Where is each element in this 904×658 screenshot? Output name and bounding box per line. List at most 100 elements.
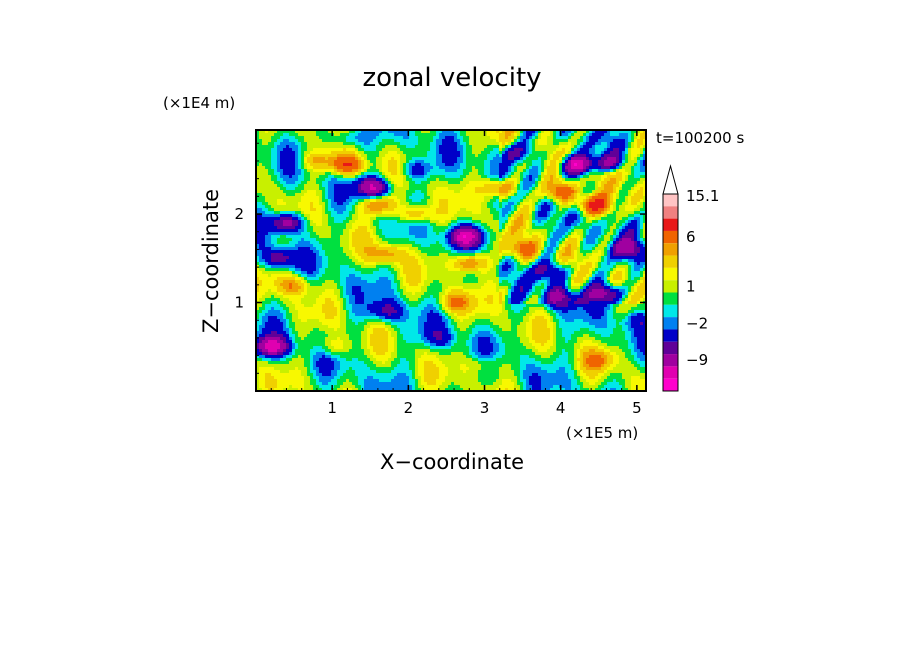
heat-cell (580, 145, 583, 148)
heat-cell (616, 145, 619, 148)
heat-cell (289, 145, 292, 148)
heat-cell (370, 214, 373, 217)
heat-cell (373, 169, 376, 172)
heat-cell (436, 196, 439, 199)
heat-cell (598, 226, 601, 229)
heat-cell (265, 163, 268, 166)
heat-cell (352, 244, 355, 247)
heat-cell (337, 142, 340, 145)
heat-cell (373, 235, 376, 238)
heat-cell (445, 148, 448, 151)
heat-cell (427, 205, 430, 208)
heat-cell (481, 205, 484, 208)
heat-cell (397, 229, 400, 232)
heat-cell (601, 196, 604, 199)
heat-cell (328, 196, 331, 199)
heat-cell (268, 223, 271, 226)
heat-cell (340, 148, 343, 151)
heat-cell (406, 136, 409, 139)
heat-cell (421, 220, 424, 223)
heat-cell (538, 232, 541, 235)
heat-cell (553, 232, 556, 235)
heat-cell (553, 202, 556, 205)
heat-cell (445, 151, 448, 154)
heat-cell (460, 226, 463, 229)
heat-cell (433, 151, 436, 154)
heat-cell (565, 232, 568, 235)
heat-cell (643, 208, 646, 211)
heat-cell (427, 232, 430, 235)
heat-cell (460, 187, 463, 190)
heat-cell (637, 181, 640, 184)
heat-cell (541, 196, 544, 199)
heat-cell (466, 214, 469, 217)
heat-cell (448, 133, 451, 136)
heat-cell (538, 214, 541, 217)
heat-cell (643, 133, 646, 136)
heat-cell (370, 238, 373, 241)
heat-cell (370, 181, 373, 184)
heat-cell (298, 241, 301, 244)
heat-cell (409, 151, 412, 154)
heat-cell (547, 241, 550, 244)
heat-cell (361, 208, 364, 211)
heat-cell (538, 172, 541, 175)
heat-cell (568, 193, 571, 196)
heat-cell (274, 163, 277, 166)
heat-cell (307, 202, 310, 205)
heat-cell (277, 223, 280, 226)
heat-cell (424, 193, 427, 196)
heat-cell (292, 169, 295, 172)
heat-cell (592, 154, 595, 157)
heat-cell (529, 163, 532, 166)
heat-cell (595, 139, 598, 142)
heat-cell (631, 199, 634, 202)
heat-cell (538, 217, 541, 220)
heat-cell (619, 229, 622, 232)
heat-cell (502, 223, 505, 226)
heat-cell (358, 181, 361, 184)
heat-cell (349, 160, 352, 163)
heat-cell (526, 214, 529, 217)
heat-cell (445, 223, 448, 226)
heat-cell (421, 226, 424, 229)
heat-cell (640, 133, 643, 136)
heat-cell (526, 199, 529, 202)
heat-cell (430, 223, 433, 226)
heat-cell (328, 148, 331, 151)
heat-cell (493, 232, 496, 235)
heat-cell (352, 208, 355, 211)
heat-cell (634, 223, 637, 226)
heat-cell (460, 211, 463, 214)
heat-cell (493, 241, 496, 244)
heat-cell (424, 220, 427, 223)
heat-cell (421, 151, 424, 154)
heat-cell (394, 142, 397, 145)
heat-cell (607, 169, 610, 172)
heat-cell (514, 160, 517, 163)
heat-cell (286, 223, 289, 226)
heat-cell (598, 142, 601, 145)
heat-cell (520, 175, 523, 178)
heat-cell (514, 133, 517, 136)
heat-cell (517, 241, 520, 244)
heat-cell (514, 187, 517, 190)
heat-cell (589, 148, 592, 151)
heat-cell (328, 154, 331, 157)
heat-cell (637, 214, 640, 217)
heat-cell (436, 178, 439, 181)
heat-cell (298, 157, 301, 160)
heat-cell (544, 163, 547, 166)
heat-cell (364, 136, 367, 139)
heat-cell (484, 241, 487, 244)
heat-cell (568, 232, 571, 235)
heat-cell (292, 235, 295, 238)
heat-cell (271, 139, 274, 142)
heat-cell (418, 244, 421, 247)
heat-cell (634, 232, 637, 235)
heat-cell (445, 142, 448, 145)
heat-cell (436, 130, 439, 133)
heat-cell (478, 145, 481, 148)
heat-cell (256, 196, 259, 199)
heat-cell (274, 229, 277, 232)
